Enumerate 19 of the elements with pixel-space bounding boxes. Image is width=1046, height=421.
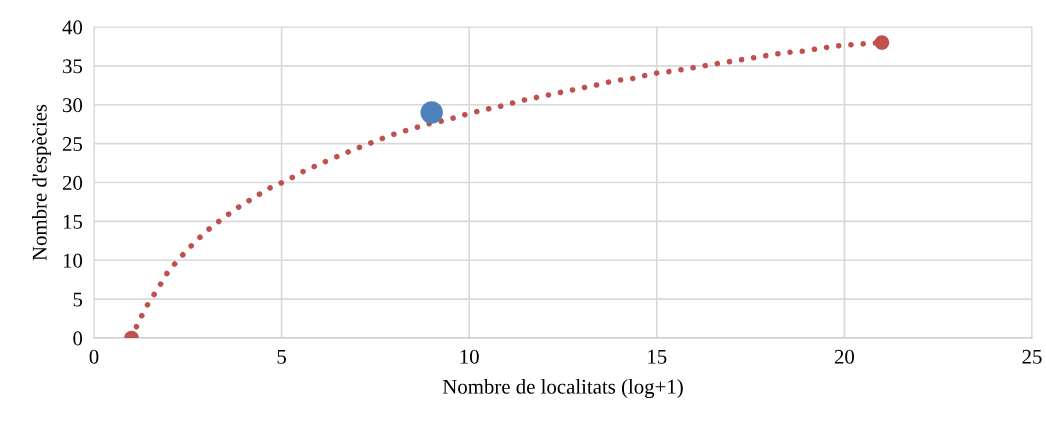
- y-axis-title: Nombre d'espècies: [32, 104, 51, 261]
- y-tick-label: 20: [62, 175, 83, 190]
- x-tick-label: 5: [277, 349, 286, 364]
- x-tick-label: 25: [1022, 349, 1042, 364]
- x-axis-title: Nombre de localitats (log+1): [442, 379, 683, 399]
- y-tick-label: 5: [73, 292, 83, 307]
- x-tick-label: 20: [834, 349, 855, 364]
- y-tick-label: 10: [63, 253, 83, 268]
- y-tick-label: 40: [62, 20, 83, 35]
- y-tick-label: 0: [73, 331, 83, 346]
- point: [874, 35, 890, 50]
- x-tick-label: 0: [89, 349, 99, 364]
- y-tick-label: 15: [63, 214, 83, 229]
- y-tick-label: 30: [63, 98, 83, 113]
- point: [420, 101, 443, 124]
- x-tick-label: 15: [648, 349, 667, 364]
- y-tick-label: 35: [63, 59, 83, 74]
- x-tick-label: 10: [460, 349, 479, 364]
- y-tick-label: 25: [62, 137, 83, 152]
